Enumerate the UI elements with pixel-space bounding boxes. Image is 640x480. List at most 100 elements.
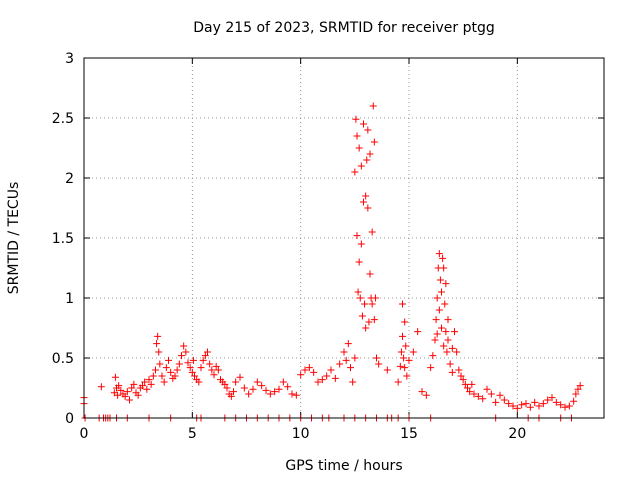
data-point — [240, 384, 248, 392]
data-point — [344, 340, 352, 348]
data-point — [442, 328, 450, 336]
data-point — [518, 401, 526, 409]
data-point — [115, 382, 123, 390]
data-point — [227, 392, 235, 400]
data-point — [433, 294, 441, 302]
data-point — [368, 300, 376, 308]
data-point — [186, 364, 194, 372]
data-point — [191, 372, 198, 380]
data-point — [301, 366, 309, 374]
data-point — [128, 384, 136, 392]
data-point — [539, 400, 547, 408]
data-point — [431, 336, 439, 344]
data-point — [557, 401, 565, 409]
x-tick-label: 15 — [400, 426, 418, 442]
data-point — [572, 390, 580, 398]
y-tick-label: 3 — [65, 51, 74, 67]
data-point — [206, 360, 214, 368]
data-point — [97, 383, 105, 391]
data-point — [459, 376, 467, 384]
data-point — [362, 324, 370, 332]
data-point — [147, 380, 155, 388]
data-point — [284, 383, 292, 391]
data-point — [365, 318, 373, 326]
data-point — [361, 300, 369, 308]
data-point — [364, 126, 372, 134]
data-point — [369, 102, 377, 110]
data-point — [466, 388, 474, 396]
data-point — [245, 390, 253, 398]
data-point — [441, 300, 449, 308]
data-point — [195, 378, 203, 386]
data-point — [279, 378, 287, 386]
data-point — [574, 385, 582, 393]
y-axis-label: SRMTID / TECUs — [6, 182, 22, 295]
data-point — [153, 340, 161, 348]
data-point — [363, 156, 371, 164]
data-point — [429, 352, 437, 360]
data-point — [383, 366, 391, 374]
data-point — [173, 366, 181, 374]
data-point — [336, 360, 344, 368]
data-points — [80, 102, 584, 422]
data-point — [444, 316, 452, 324]
data-point — [401, 364, 409, 372]
x-axis-label: GPS time / hours — [285, 458, 402, 474]
data-point — [570, 397, 578, 405]
data-point — [442, 280, 450, 288]
data-point — [162, 364, 170, 372]
x-tick-label: 5 — [188, 426, 197, 442]
data-point — [323, 372, 331, 380]
data-point — [208, 366, 216, 374]
data-point — [189, 356, 197, 364]
data-point — [145, 376, 153, 384]
data-point — [435, 250, 443, 258]
data-point — [370, 138, 378, 146]
y-tick-label: 2 — [65, 171, 74, 187]
data-point — [123, 388, 131, 396]
data-point — [400, 354, 408, 362]
data-point — [360, 198, 367, 206]
data-point — [253, 378, 261, 386]
data-point — [375, 360, 383, 368]
data-point — [576, 382, 584, 390]
data-point — [349, 378, 357, 386]
data-point — [436, 276, 444, 284]
data-point — [402, 342, 410, 350]
data-point — [531, 398, 539, 406]
data-point — [275, 385, 283, 393]
data-point — [364, 204, 372, 212]
data-point — [175, 360, 183, 368]
data-point — [522, 400, 530, 408]
data-point — [461, 380, 469, 388]
data-point — [156, 360, 164, 368]
data-point — [262, 386, 270, 394]
data-point — [184, 359, 192, 367]
data-point — [357, 162, 365, 170]
data-point — [165, 356, 172, 364]
data-point — [152, 366, 159, 374]
data-point — [479, 395, 487, 403]
data-point — [351, 168, 359, 176]
data-point — [438, 324, 445, 332]
data-point — [368, 228, 376, 236]
data-point — [443, 348, 451, 356]
data-point — [565, 402, 573, 410]
data-point — [505, 400, 513, 408]
data-point — [167, 368, 175, 376]
data-point — [439, 254, 447, 262]
data-point — [440, 264, 448, 272]
x-tick-label: 20 — [508, 426, 526, 442]
data-point — [249, 385, 257, 393]
data-point — [455, 366, 463, 374]
data-point — [535, 402, 543, 410]
data-point — [354, 288, 362, 296]
data-point — [403, 372, 411, 380]
data-point — [356, 294, 364, 302]
data-point — [314, 378, 322, 386]
data-point — [427, 364, 435, 372]
y-tick-label: 1.5 — [52, 231, 74, 247]
data-point — [327, 366, 335, 374]
data-point — [353, 132, 361, 140]
